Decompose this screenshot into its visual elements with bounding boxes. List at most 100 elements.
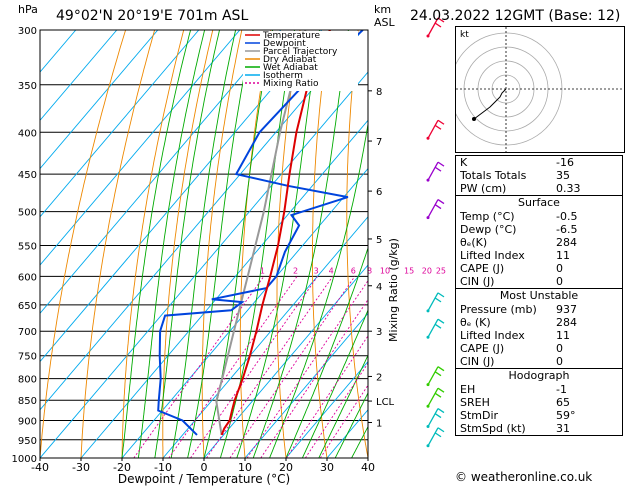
- x-tick-label: 0: [201, 461, 208, 474]
- height-tick-label: 3: [376, 327, 382, 338]
- wet-adiabat-line: [137, 30, 206, 458]
- pressure-tick-label: 800: [18, 375, 37, 386]
- pressure-tick-label: 700: [18, 327, 37, 338]
- pressure-tick-label: 900: [18, 417, 37, 428]
- mixing-ratio-label: 4: [329, 266, 334, 275]
- wet-adiabat-line: [236, 30, 320, 458]
- hodograph-row: StmDir 59°: [460, 409, 576, 422]
- pressure-unit: hPa: [18, 3, 38, 16]
- pressure-tick-label: 400: [18, 128, 37, 139]
- dry-adiabat-line: [80, 30, 156, 458]
- legend-entry: Isotherm: [263, 71, 303, 81]
- isotherm-line: [40, 30, 118, 122]
- x-tick-label: -20: [113, 461, 131, 474]
- datetime-title: 24.03.2022 12GMT (Base: 12): [410, 8, 621, 24]
- wind-barb: [426, 318, 445, 339]
- surface-row: Dewp (°C) -6.5: [460, 223, 578, 236]
- wet-adiabat-line: [285, 246, 368, 458]
- temperature-line: [220, 30, 331, 436]
- hodograph-row: EH -1: [460, 383, 567, 396]
- plot-area: [40, 30, 450, 458]
- most-unstable-title: Most Unstable: [499, 289, 579, 302]
- height-tick-label: 7: [376, 137, 382, 148]
- wind-barb: [426, 387, 445, 408]
- isotherm-line: [40, 30, 77, 73]
- x-tick-label: -40: [31, 461, 49, 474]
- pressure-tick-label: 600: [18, 272, 37, 283]
- index-row-pw: PW (cm) 0.33: [460, 182, 581, 195]
- mixing-ratio-line: [133, 276, 265, 458]
- surface-row: θₑ(K) 284: [460, 236, 577, 249]
- pressure-tick-label: 350: [18, 81, 37, 92]
- mixing-ratio-label: 8: [367, 266, 372, 275]
- x-tick-label: -30: [72, 461, 90, 474]
- dry-adiabat-line: [412, 30, 450, 458]
- mixing-ratio-label: 1: [260, 266, 265, 275]
- hodograph-plot: kt: [449, 27, 624, 152]
- hodograph-panel: kt: [449, 26, 625, 153]
- height-tick-label: LCL: [376, 397, 395, 408]
- pressure-tick-label: 300: [18, 26, 37, 37]
- surface-title: Surface: [518, 196, 560, 209]
- mixing-ratio-line: [168, 276, 298, 458]
- legend-entry: Wet Adiabat: [263, 63, 318, 73]
- height-unit-bottom: ASL: [374, 16, 395, 29]
- hodograph-point: [472, 117, 476, 121]
- copyright-footer: © weatheronline.co.uk: [455, 470, 593, 484]
- dry-adiabat-line: [162, 30, 214, 458]
- pressure-tick-label: 950: [18, 436, 37, 447]
- isotherm-line: [162, 216, 368, 458]
- surface-row: Temp (°C) -0.5: [460, 210, 578, 223]
- pressure-tick-label: 1000: [12, 454, 37, 465]
- wind-barb: [426, 199, 445, 220]
- surface-row: CAPE (J) 0: [460, 262, 563, 275]
- index-row-totals: Totals Totals 35: [460, 169, 570, 182]
- mixing-ratio-line: [229, 276, 356, 458]
- wet-adiabat-line: [170, 30, 237, 458]
- wet-adiabat-line: [269, 121, 368, 458]
- surface-section: Surface Temp (°C) -0.5 Dewp (°C) -6.5 θₑ(K…: [456, 195, 622, 288]
- height-tick-label: 8: [376, 87, 382, 98]
- mixing-ratio-label: 6: [351, 266, 356, 275]
- mixing-ratio-line: [190, 276, 318, 458]
- legend-entry: Temperature: [262, 31, 320, 41]
- x-tick-label: 10: [238, 461, 252, 474]
- wind-barb: [426, 17, 445, 38]
- unstable-row: θₑ (K) 284: [460, 316, 577, 329]
- mixing-ratio-label: 20: [422, 266, 432, 275]
- mixing-ratio-line: [286, 335, 368, 458]
- isotherm-line: [40, 30, 241, 266]
- surface-row: Lifted Index 11: [460, 249, 570, 262]
- dry-adiabat-line: [201, 30, 243, 458]
- x-axis-label: Dewpoint / Temperature (°C): [118, 472, 290, 486]
- hodograph-trace: [473, 88, 507, 120]
- mixing-ratio-axis-label: Mixing Ratio (g/kg): [387, 238, 400, 342]
- height-unit-top: km: [374, 3, 392, 16]
- wet-adiabat-line: [318, 354, 368, 458]
- wind-barb: [426, 408, 445, 429]
- wind-barb: [426, 161, 445, 182]
- unstable-row: Pressure (mb) 937: [460, 303, 577, 316]
- mixing-ratio-line: [246, 279, 368, 458]
- mixing-ratio-label: 3: [314, 266, 319, 275]
- wet-adiabat-line: [301, 308, 368, 458]
- isotherm-line: [40, 30, 282, 314]
- unstable-row: Lifted Index 11: [460, 329, 570, 342]
- x-tick-label: 20: [279, 461, 293, 474]
- pressure-tick-label: 750: [18, 352, 37, 363]
- indices-table: K -16 Totals Totals 35 PW (cm) 0.33 Surface…: [455, 155, 623, 436]
- isotherm-line: [203, 264, 368, 458]
- wet-adiabat-line: [219, 30, 295, 458]
- legend-box: [243, 31, 358, 91]
- wet-adiabat-line: [187, 30, 254, 458]
- mixing-ratio-label: 2: [293, 266, 298, 275]
- wind-barb: [426, 427, 445, 448]
- dewpoint-line: [157, 30, 364, 436]
- legend-entry: Parcel Trajectory: [263, 47, 338, 57]
- height-tick-label: 5: [376, 235, 382, 246]
- mixing-ratio-line: [319, 384, 368, 458]
- surface-row: CIN (J) 0: [460, 275, 563, 288]
- dry-adiabat-line: [40, 30, 127, 458]
- mixing-ratio-line: [206, 276, 334, 458]
- hodograph-row: SREH 65: [460, 396, 570, 409]
